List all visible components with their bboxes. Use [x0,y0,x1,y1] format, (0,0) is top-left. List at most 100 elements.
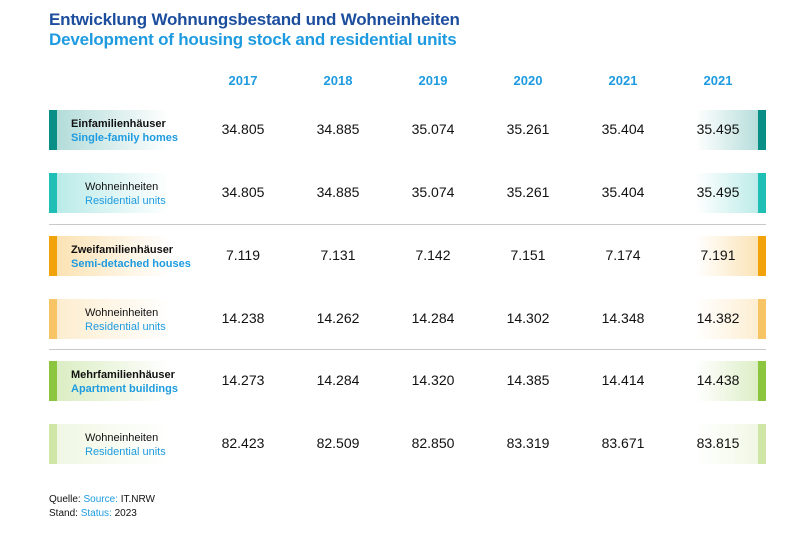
row-label: Wohneinheiten Residential units [85,306,166,334]
table-cell-value: 14.262 [316,310,360,326]
row-color-bar [49,424,57,464]
footer-source: Quelle: Source: IT.NRW [49,494,155,505]
row-label-background [49,361,169,401]
row-label-english: Apartment buildings [71,383,178,395]
title-english: Development of housing stock and residen… [49,30,457,49]
footer-status: Stand: Status: 2023 [49,508,137,519]
table-cell-value: 7.191 [700,247,736,263]
row-label-english: Residential units [85,446,166,458]
row-color-bar [49,110,57,150]
row-label: Mehrfamilienhäuser Apartment buildings [71,368,178,396]
status-label-de: Stand: [49,508,78,519]
row-label-background [49,299,169,339]
column-header-year: 2020 [513,73,543,88]
row-label-german: Wohneinheiten [85,181,159,193]
table-cell-value: 35.261 [506,121,550,137]
table-cell-value: 82.850 [411,435,455,451]
table-cell-value: 7.119 [226,247,260,263]
table-row: Wohneinheiten Residential units 14.238 14.2… [49,299,766,339]
table-cell-value: 35.495 [696,184,740,200]
status-value: 2023 [114,508,137,519]
row-label-background [49,424,169,464]
title-german: Entwicklung Wohnungsbestand und Wohneinh… [49,10,460,29]
table-cell-value: 35.404 [601,184,645,200]
source-label-en: Source: [83,494,118,505]
row-end-color-bar [758,361,766,401]
table-row: Mehrfamilienhäuser Apartment buildings 14.… [49,361,766,401]
table-cell-value: 14.284 [411,310,455,326]
source-value: IT.NRW [120,494,155,505]
row-color-bar [49,361,57,401]
table-cell-value: 7.131 [320,247,356,263]
row-label-german: Wohneinheiten [85,307,159,319]
row-color-bar [49,299,57,339]
column-header-year: 2017 [228,73,258,88]
row-label-background [49,110,169,150]
table-cell-value: 35.404 [601,121,645,137]
table-cell-value: 7.174 [605,247,641,263]
table-cell-value: 14.284 [316,372,360,388]
table-cell-value: 14.320 [411,372,455,388]
table-cell-value: 7.151 [510,247,546,263]
row-end-background [696,110,766,150]
table-cell-value: 14.348 [601,310,645,326]
row-label-english: Semi-detached houses [71,258,191,270]
row-end-color-bar [758,173,766,213]
table-cell-value: 14.414 [601,372,645,388]
table-cell-value: 14.273 [221,372,265,388]
table-row: Zweifamilienhäuser Semi-detached houses 7.… [49,236,766,276]
row-label-english: Single-family homes [71,132,178,144]
table-cell-value: 14.238 [221,310,265,326]
group-divider [49,349,766,350]
table-cell-value: 14.382 [696,310,740,326]
row-end-color-bar [758,236,766,276]
table-cell-value: 82.423 [221,435,265,451]
table-cell-value: 14.438 [696,372,740,388]
row-end-color-bar [758,299,766,339]
table-cell-value: 35.495 [696,121,740,137]
row-label: Zweifamilienhäuser Semi-detached houses [71,243,191,271]
table-cell-value: 83.815 [696,435,740,451]
row-label: Wohneinheiten Residential units [85,180,166,208]
status-label-en: Status: [80,508,112,519]
table-cell-value: 34.885 [316,184,360,200]
row-label: Wohneinheiten Residential units [85,431,166,459]
table-cell-value: 35.074 [411,121,455,137]
row-end-background [696,236,766,276]
row-label-background [49,236,169,276]
row-label-english: Residential units [85,195,166,207]
table-cell-value: 35.261 [506,184,550,200]
row-end-background [696,173,766,213]
row-end-color-bar [758,110,766,150]
table-cell-value: 83.319 [506,435,550,451]
row-color-bar [49,236,57,276]
table-cell-value: 83.671 [601,435,645,451]
row-end-background [696,424,766,464]
row-label-english: Residential units [85,321,166,333]
table-cell-value: 82.509 [316,435,360,451]
table-row: Wohneinheiten Residential units 34.805 34.8… [49,173,766,213]
column-header-year: 2021 [608,73,638,88]
table-row: Wohneinheiten Residential units 82.423 82.5… [49,424,766,464]
row-end-background [696,361,766,401]
row-label-background [49,173,169,213]
column-header-year: 2018 [323,73,353,88]
table-cell-value: 34.805 [221,121,265,137]
row-label-german: Einfamilienhäuser [71,118,166,130]
table-cell-value: 7.142 [415,247,451,263]
row-label-german: Wohneinheiten [85,432,159,444]
row-end-color-bar [758,424,766,464]
row-label-german: Zweifamilienhäuser [71,244,174,256]
table-row: Einfamilienhäuser Single-family homes 34.8… [49,110,766,150]
source-label-de: Quelle: [49,494,81,505]
table-cell-value: 14.302 [506,310,550,326]
table-cell-value: 34.885 [316,121,360,137]
table-cell-value: 34.805 [221,184,265,200]
column-header-year: 2019 [418,73,448,88]
table-cell-value: 35.074 [411,184,455,200]
column-header-year: 2021 [703,73,733,88]
row-color-bar [49,173,57,213]
row-label: Einfamilienhäuser Single-family homes [71,117,178,145]
row-end-background [696,299,766,339]
table-cell-value: 14.385 [506,372,550,388]
